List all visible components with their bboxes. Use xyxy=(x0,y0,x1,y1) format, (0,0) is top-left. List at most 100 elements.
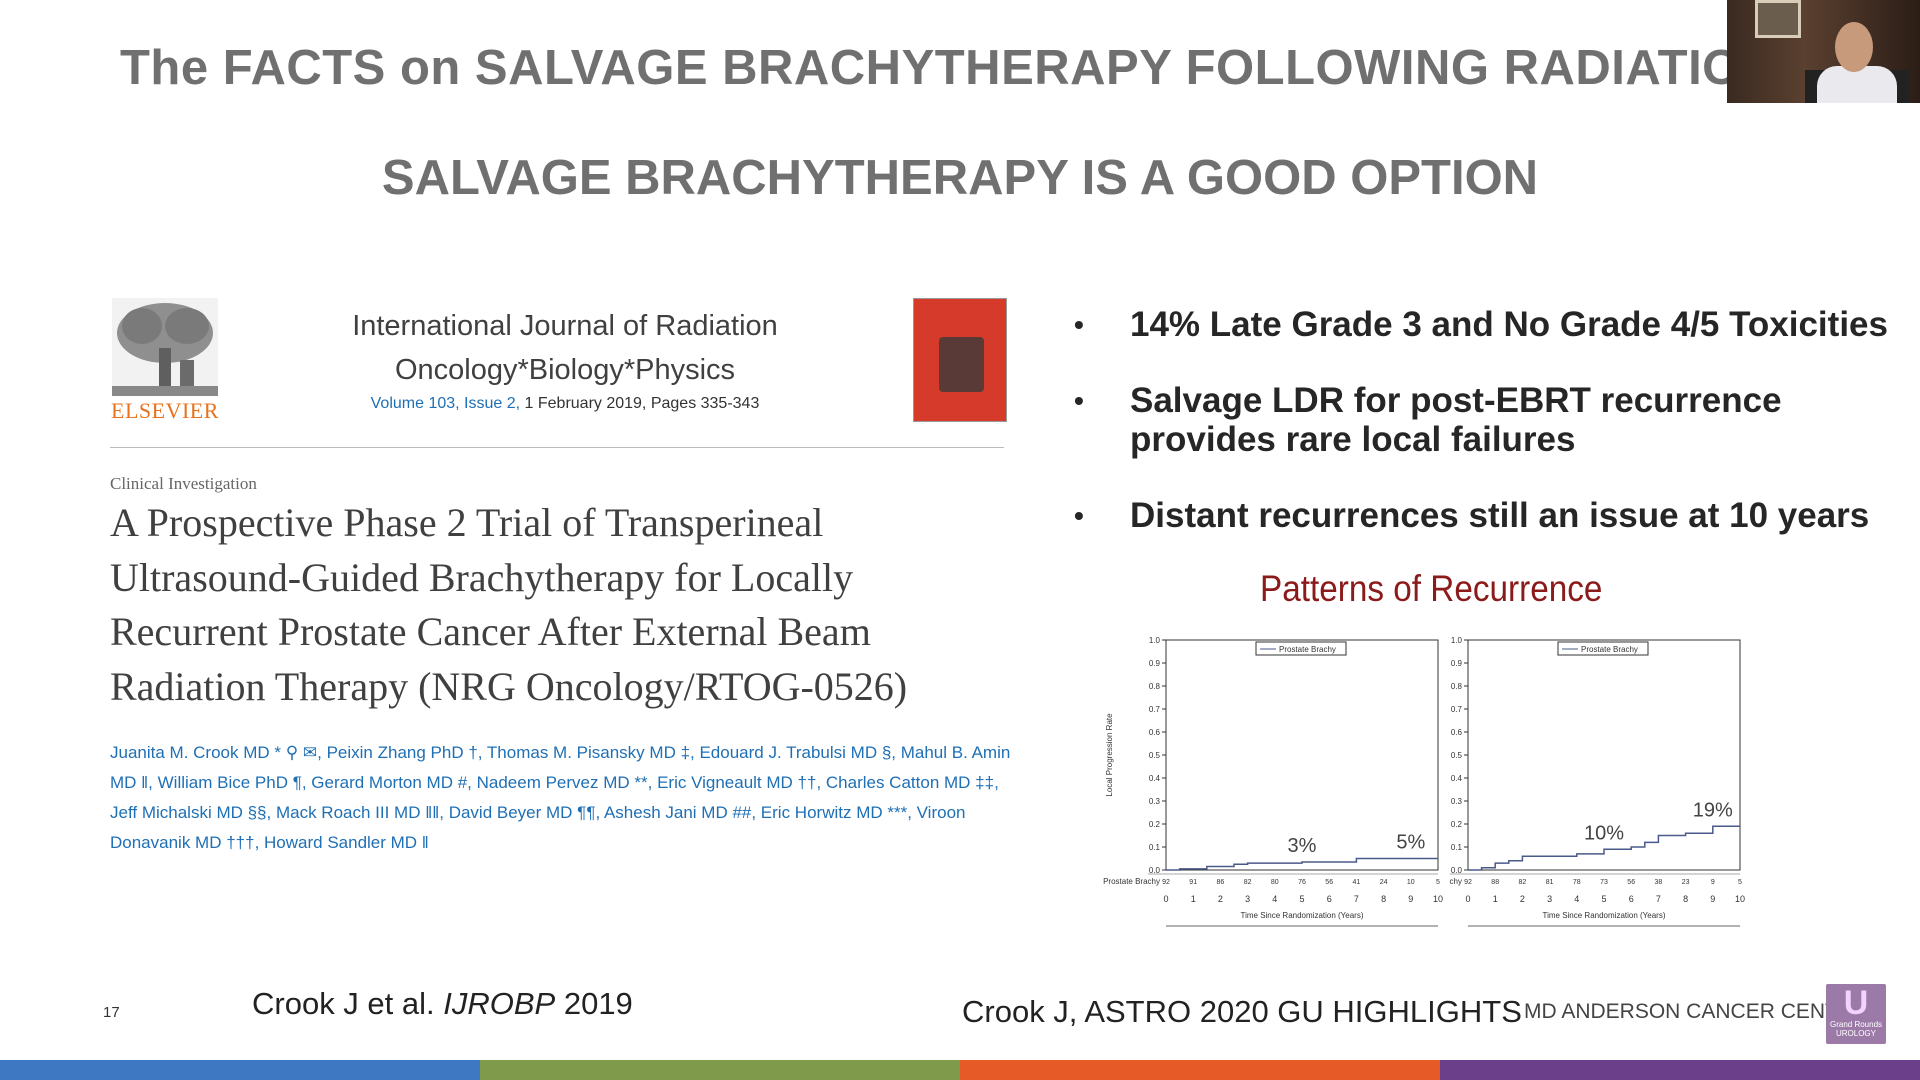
x-tick-label: 3 xyxy=(1547,894,1552,904)
journal-line-1: International Journal of Radiation xyxy=(352,310,778,342)
x-tick-label: 6 xyxy=(1629,894,1634,904)
x-tick-label: 7 xyxy=(1354,894,1359,904)
y-tick-label: 0.2 xyxy=(1149,820,1161,829)
bullet-text: Distant recurrences still an issue at 10… xyxy=(1130,496,1870,535)
at-risk-count: 38 xyxy=(1655,879,1663,886)
x-tick-label: 7 xyxy=(1656,894,1661,904)
y-tick-label: 0.6 xyxy=(1451,728,1463,737)
journal-line-2: Oncology*Biology*Physics xyxy=(394,354,736,386)
x-tick-label: 2 xyxy=(1520,894,1525,904)
rate-annotation: 10% xyxy=(1584,822,1624,844)
at-risk-count: 24 xyxy=(1380,879,1388,886)
presenter-head xyxy=(1835,22,1873,72)
bullet-item: • Salvage LDR for post-EBRT recurrence pr… xyxy=(1070,381,1920,459)
footer-bar-orange xyxy=(960,1060,1440,1080)
x-tick-label: 0 xyxy=(1163,894,1168,904)
citation-year: 2019 xyxy=(555,986,633,1021)
y-tick-label: 0.3 xyxy=(1451,797,1463,806)
x-tick-label: 5 xyxy=(1299,894,1304,904)
x-tick-label: 2 xyxy=(1218,894,1223,904)
journal-cover-image xyxy=(913,298,1007,422)
x-tick-label: 8 xyxy=(1381,894,1386,904)
bullet-text: Salvage LDR for post-EBRT recurrence pro… xyxy=(1130,381,1782,459)
y-tick-label: 0.7 xyxy=(1149,705,1161,714)
y-tick-label: 0.9 xyxy=(1149,659,1161,668)
date-pages: 1 February 2019, Pages 335-343 xyxy=(520,395,760,412)
legend-label: Prostate Brachy xyxy=(1279,645,1336,654)
rate-annotation: 3% xyxy=(1288,835,1317,857)
bullet-dot-icon: • xyxy=(1074,500,1084,531)
cover-artwork xyxy=(939,337,984,392)
y-axis-label: Local Progression Rate xyxy=(1105,713,1114,797)
y-tick-label: 0.6 xyxy=(1149,728,1161,737)
at-risk-count: 81 xyxy=(1546,879,1554,886)
y-tick-label: 0.2 xyxy=(1451,820,1463,829)
x-tick-label: 9 xyxy=(1408,894,1413,904)
bullet-dot-icon: • xyxy=(1074,309,1084,340)
at-risk-label: Prostate Brachy xyxy=(1103,877,1160,886)
x-tick-label: 1 xyxy=(1191,894,1196,904)
at-risk-count: 91 xyxy=(1189,879,1197,886)
at-risk-count: 56 xyxy=(1325,879,1333,886)
at-risk-count: 82 xyxy=(1519,879,1527,886)
wall-picture xyxy=(1755,0,1801,38)
footer-bar-blue xyxy=(0,1060,480,1080)
presenter-body xyxy=(1817,66,1897,103)
x-tick-label: 4 xyxy=(1574,894,1579,904)
at-risk-count: 5 xyxy=(1738,879,1742,886)
at-risk-count: 41 xyxy=(1353,879,1361,886)
at-risk-count: 82 xyxy=(1244,879,1252,886)
institution-name: MD ANDERSON CANCER CENTER xyxy=(1524,1000,1868,1023)
slide-subtitle: SALVAGE BRACHYTHERAPY IS A GOOD OPTION xyxy=(381,151,1539,205)
legend-box xyxy=(1255,641,1347,656)
volume-link[interactable]: Volume 103, Issue 2, xyxy=(370,395,521,412)
x-tick-label: 10 xyxy=(1433,894,1443,904)
at-risk-label: chy xyxy=(1450,877,1462,886)
article-category: Clinical Investigation xyxy=(110,474,257,493)
journal-name: International Journal of Radiation Oncol… xyxy=(290,304,840,392)
footer-bar-purple xyxy=(1440,1060,1920,1080)
km-curve xyxy=(1166,857,1438,871)
y-tick-label: 0.4 xyxy=(1451,774,1463,783)
logo-line-1: Grand Rounds xyxy=(1829,1020,1883,1029)
y-tick-label: 0.5 xyxy=(1451,751,1463,760)
at-risk-count: 10 xyxy=(1407,879,1415,886)
x-axis-label: Time Since Randomization (Years) xyxy=(1240,911,1363,920)
plot-frame xyxy=(1467,639,1741,871)
at-risk-count: 56 xyxy=(1627,879,1635,886)
y-tick-label: 0.7 xyxy=(1451,705,1463,714)
author-list[interactable]: Juanita M. Crook MD * ⚲ ✉, Peixin Zhang … xyxy=(110,743,1011,852)
y-tick-label: 0.3 xyxy=(1149,797,1161,806)
citation-journal: IJROBP xyxy=(443,986,556,1021)
at-risk-count: 86 xyxy=(1217,879,1225,886)
y-tick-label: 1.0 xyxy=(1451,636,1463,645)
km-curve xyxy=(1468,825,1740,871)
at-risk-count: 5 xyxy=(1436,879,1440,886)
bullet-item: • Distant recurrences still an issue at 1… xyxy=(1070,496,1920,535)
chart-title: Patterns of Recurrence xyxy=(1260,568,1603,609)
y-tick-label: 0.9 xyxy=(1451,659,1463,668)
x-tick-label: 3 xyxy=(1245,894,1250,904)
paper-title: A Prospective Phase 2 Trial of Transperi… xyxy=(110,500,908,709)
presenter-webcam xyxy=(1727,0,1920,103)
legend-box xyxy=(1557,641,1649,656)
x-tick-label: 9 xyxy=(1710,894,1715,904)
at-risk-count: 80 xyxy=(1271,879,1279,886)
y-tick-label: 0.8 xyxy=(1451,682,1463,691)
bullet-list: • 14% Late Grade 3 and No Grade 4/5 Toxic… xyxy=(1070,305,1920,572)
at-risk-count: 92 xyxy=(1464,879,1472,886)
y-tick-label: 0.0 xyxy=(1451,866,1463,875)
y-tick-label: 1.0 xyxy=(1149,636,1161,645)
u-logo-icon: U xyxy=(1843,984,1869,1022)
x-tick-label: 0 xyxy=(1465,894,1470,904)
slide-title: The FACTS on SALVAGE BRACHYTHERAPY FOLLO… xyxy=(120,41,1741,95)
rate-annotation: 5% xyxy=(1396,832,1425,854)
x-tick-label: 10 xyxy=(1735,894,1745,904)
at-risk-count: 73 xyxy=(1600,879,1608,886)
footer-bar-green xyxy=(480,1060,960,1080)
citation-left: Crook J et al. IJROBP 2019 xyxy=(252,986,633,1022)
x-tick-label: 4 xyxy=(1272,894,1277,904)
grand-rounds-logo: U Grand Rounds UROLOGY xyxy=(1826,984,1886,1044)
at-risk-count: 76 xyxy=(1298,879,1306,886)
elsevier-logo: ELSEVIER xyxy=(110,298,220,423)
